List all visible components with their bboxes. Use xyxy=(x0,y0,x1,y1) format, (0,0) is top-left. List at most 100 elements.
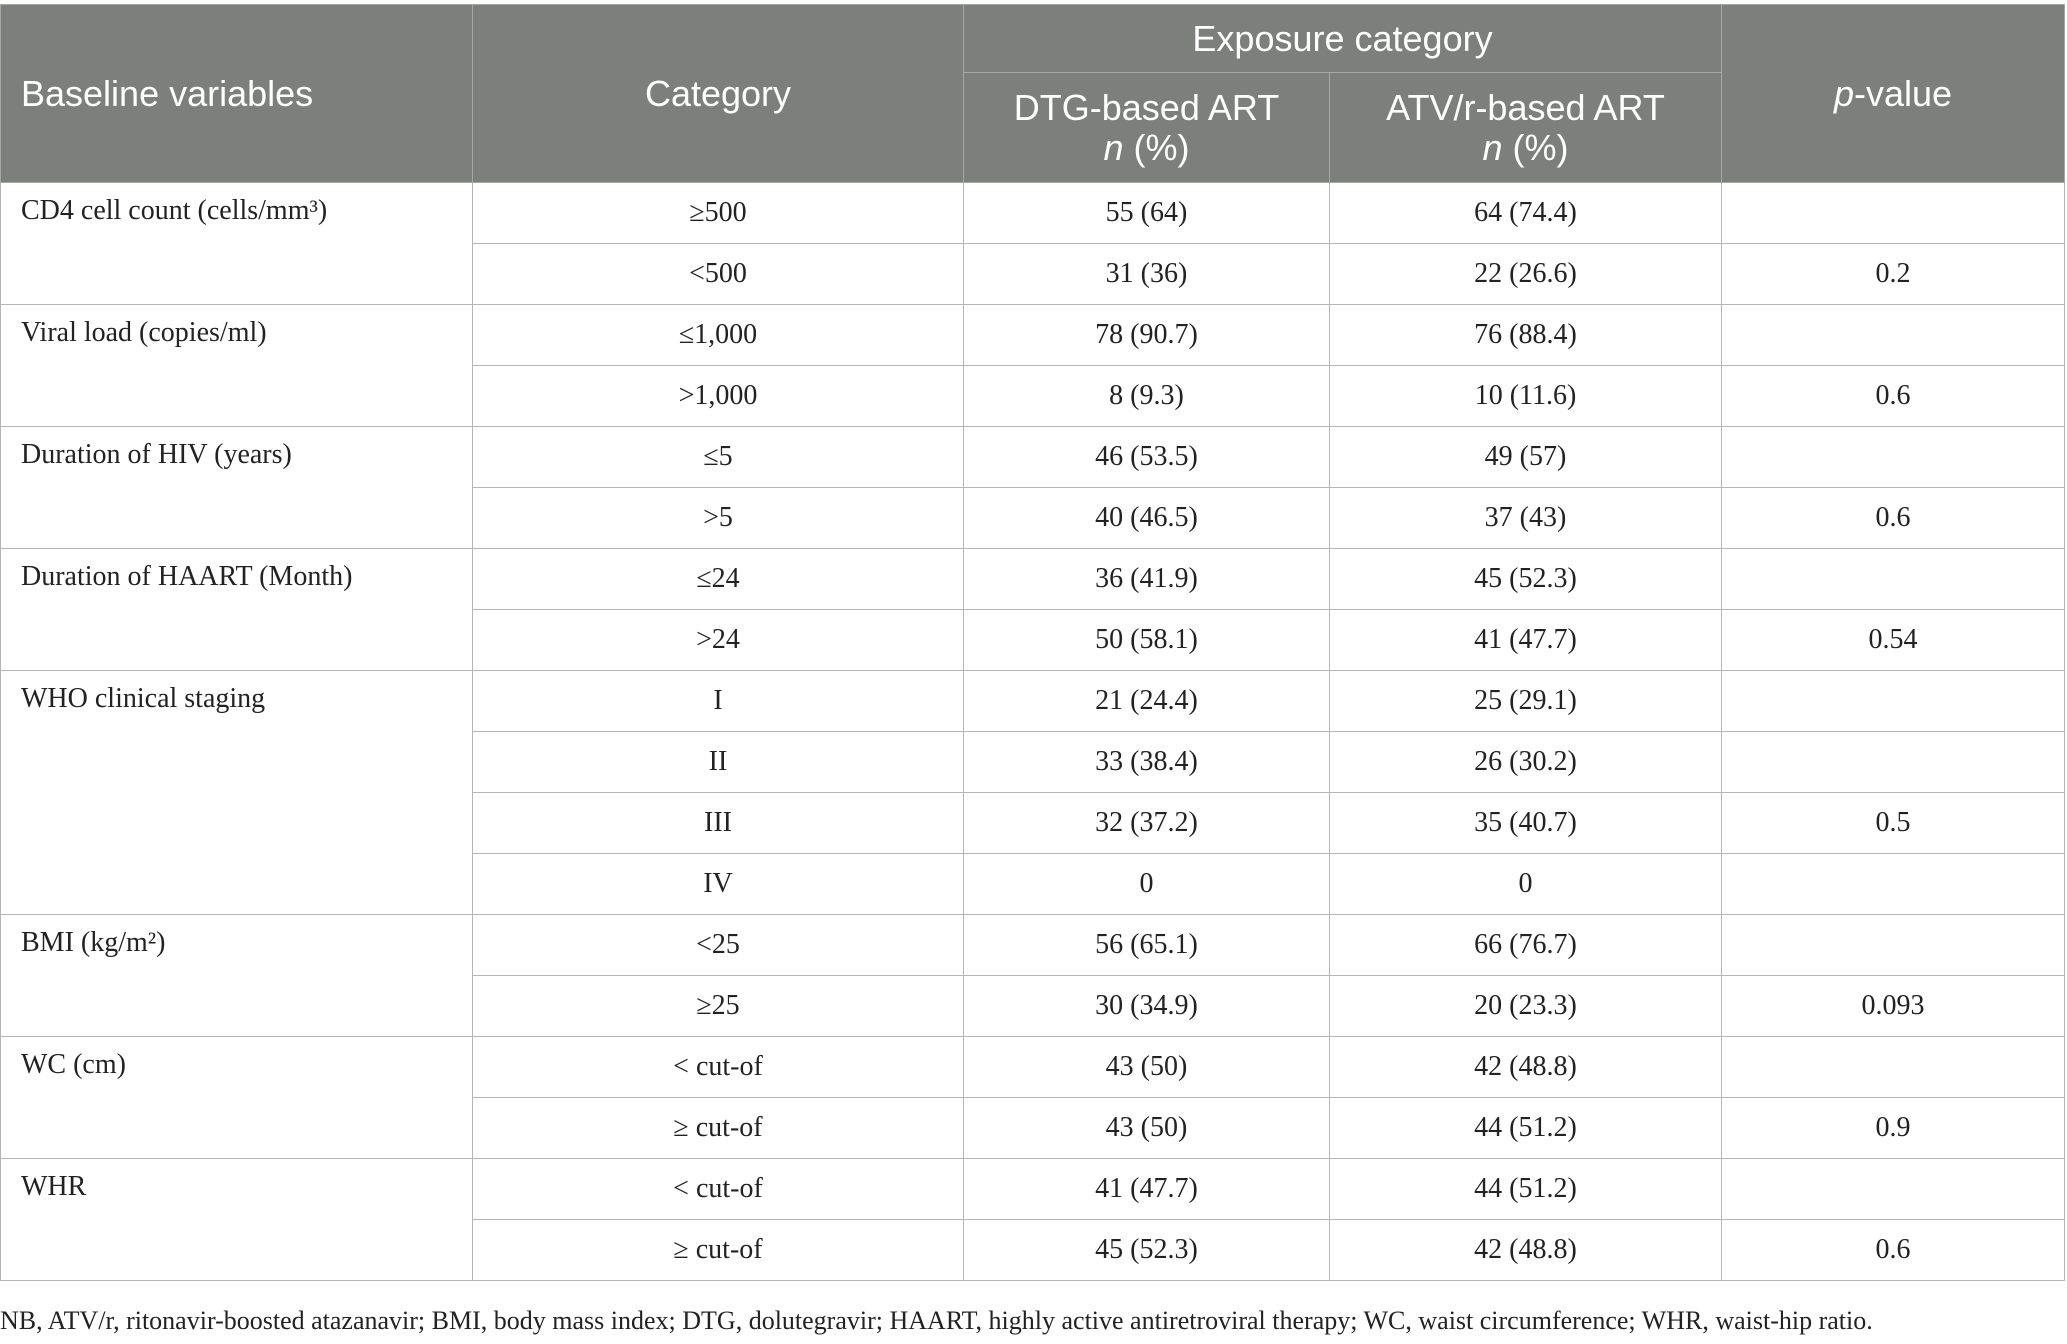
pvalue-cell: 0.093 xyxy=(1721,975,2066,1037)
variable-cell: WHO clinical staging xyxy=(0,670,473,915)
dtg-cell: 32 (37.2) xyxy=(963,792,1330,854)
table-row: IV 0 0 xyxy=(1,853,2066,915)
dtg-cell: 8 (9.3) xyxy=(963,365,1330,427)
dtg-cell: 43 (50) xyxy=(963,1097,1330,1159)
atv-cell: 25 (29.1) xyxy=(1328,670,1723,732)
pvalue-cell xyxy=(1721,1158,2066,1220)
category-cell: ≥ cut-of xyxy=(472,1097,964,1159)
category-cell: >24 xyxy=(472,609,964,671)
atv-cell: 42 (48.8) xyxy=(1328,1219,1723,1281)
atv-cell: 22 (26.6) xyxy=(1328,243,1723,305)
atv-cell: 76 (88.4) xyxy=(1328,304,1723,366)
pvalue-cell: 0.2 xyxy=(1721,243,2066,305)
variable-cell: Viral load (copies/ml) xyxy=(0,304,473,427)
table-row: BMI (kg/m²) <25 56 (65.1) 66 (76.7) xyxy=(0,914,2066,1037)
dtg-cell: 43 (50) xyxy=(963,1036,1330,1098)
atv-cell: 20 (23.3) xyxy=(1328,975,1723,1037)
table-row: CD4 cell count (cells/mm³) ≥500 55 (64) 64 … xyxy=(0,182,2066,305)
pvalue-cell xyxy=(1721,182,2066,244)
dtg-cell: 40 (46.5) xyxy=(963,487,1330,549)
table-row: Duration of HAART (Month) ≤24 36 (41.9) 45 … xyxy=(0,548,2066,671)
table-row: III 32 (37.2) 35 (40.7) 0.5 xyxy=(1,792,2066,854)
category-cell: ≥ cut-of xyxy=(472,1219,964,1281)
pvalue-cell: 0.54 xyxy=(1721,609,2066,671)
pvalue-cell xyxy=(1721,731,2066,793)
table-row: Duration of HIV (years) ≤5 46 (53.5) 49 (57… xyxy=(0,426,2066,549)
category-cell: < cut-of xyxy=(472,1158,964,1220)
atv-cell: 64 (74.4) xyxy=(1328,182,1723,244)
category-cell: ≤24 xyxy=(472,548,964,610)
header-pvalue: p-value xyxy=(1721,4,2066,183)
category-cell: <500 xyxy=(472,243,964,305)
dtg-cell: 41 (47.7) xyxy=(963,1158,1330,1220)
category-cell: IV xyxy=(472,853,964,915)
header-text: Baseline variables xyxy=(21,72,314,114)
pvalue-cell xyxy=(1721,548,2066,610)
table-row: >5 40 (46.5) 37 (43) 0.6 xyxy=(1,487,2066,549)
atv-cell: 10 (11.6) xyxy=(1328,365,1723,427)
atv-cell: 37 (43) xyxy=(1328,487,1723,549)
data-table: Baseline variables Category Exposure cat… xyxy=(0,4,2066,1281)
dtg-cell: 0 xyxy=(963,853,1330,915)
table-body: CD4 cell count (cells/mm³) ≥500 55 (64) 64 … xyxy=(0,182,2066,1281)
category-cell: II xyxy=(472,731,964,793)
atv-cell: 26 (30.2) xyxy=(1328,731,1723,793)
dtg-cell: 36 (41.9) xyxy=(963,548,1330,610)
dtg-cell: 55 (64) xyxy=(963,182,1330,244)
table-row: ≥25 30 (34.9) 20 (23.3) 0.093 xyxy=(1,975,2066,1037)
dtg-cell: 50 (58.1) xyxy=(963,609,1330,671)
table-row: II 33 (38.4) 26 (30.2) xyxy=(1,731,2066,793)
category-cell: ≥25 xyxy=(472,975,964,1037)
atv-cell: 0 xyxy=(1328,853,1723,915)
dtg-cell: 30 (34.9) xyxy=(963,975,1330,1037)
atv-cell: 35 (40.7) xyxy=(1328,792,1723,854)
atv-cell: 45 (52.3) xyxy=(1328,548,1723,610)
pvalue-cell xyxy=(1721,1036,2066,1098)
variable-cell: WHR xyxy=(0,1158,473,1281)
table-row: WHO clinical staging I 21 (24.4) 25 (29.1) xyxy=(0,670,2066,915)
header-category: Category xyxy=(472,4,964,183)
variable-cell: Duration of HIV (years) xyxy=(0,426,473,549)
table-row: ≥ cut-of 43 (50) 44 (51.2) 0.9 xyxy=(1,1097,2066,1159)
atv-cell: 66 (76.7) xyxy=(1328,914,1723,976)
header-dtg: DTG-based ART n (%) xyxy=(963,72,1330,183)
pvalue-cell: 0.9 xyxy=(1721,1097,2066,1159)
atv-cell: 41 (47.7) xyxy=(1328,609,1723,671)
dtg-cell: 56 (65.1) xyxy=(963,914,1330,976)
dtg-cell: 31 (36) xyxy=(963,243,1330,305)
header-exposure: Exposure category xyxy=(962,4,1723,73)
pvalue-cell xyxy=(1721,426,2066,488)
header-atv: ATV/r-based ART n (%) xyxy=(1328,72,1723,183)
header-baseline: Baseline variables xyxy=(0,4,473,183)
variable-cell: WC (cm) xyxy=(0,1036,473,1159)
category-cell: >1,000 xyxy=(472,365,964,427)
category-cell: ≥500 xyxy=(472,182,964,244)
atv-cell: 42 (48.8) xyxy=(1328,1036,1723,1098)
table-row: >1,000 8 (9.3) 10 (11.6) 0.6 xyxy=(1,365,2066,427)
italic: p xyxy=(1833,72,1854,114)
header-text: (%) xyxy=(1512,126,1569,168)
category-cell: ≤1,000 xyxy=(472,304,964,366)
dtg-cell: 33 (38.4) xyxy=(963,731,1330,793)
table-row: WC (cm) < cut-of 43 (50) 42 (48.8) xyxy=(0,1036,2066,1159)
table-row: WHR < cut-of 41 (47.7) 44 (51.2) xyxy=(0,1158,2066,1281)
category-cell: < cut-of xyxy=(472,1036,964,1098)
header-text: ATV/r-based ART xyxy=(1386,86,1665,128)
table-row: >24 50 (58.1) 41 (47.7) 0.54 xyxy=(1,609,2066,671)
category-cell: I xyxy=(472,670,964,732)
table-row: ≥ cut-of 45 (52.3) 42 (48.8) 0.6 xyxy=(1,1219,2066,1281)
category-cell: III xyxy=(472,792,964,854)
dtg-cell: 45 (52.3) xyxy=(963,1219,1330,1281)
atv-cell: 49 (57) xyxy=(1328,426,1723,488)
dtg-cell: 46 (53.5) xyxy=(963,426,1330,488)
header-text: DTG-based ART xyxy=(1013,86,1280,128)
pvalue-cell: 0.6 xyxy=(1721,487,2066,549)
variable-cell: Duration of HAART (Month) xyxy=(0,548,473,671)
dtg-cell: 21 (24.4) xyxy=(963,670,1330,732)
dtg-cell: 78 (90.7) xyxy=(963,304,1330,366)
pvalue-cell: 0.5 xyxy=(1721,792,2066,854)
atv-cell: 44 (51.2) xyxy=(1328,1097,1723,1159)
pvalue-cell xyxy=(1721,670,2066,732)
pvalue-cell xyxy=(1721,914,2066,976)
pvalue-cell xyxy=(1721,304,2066,366)
